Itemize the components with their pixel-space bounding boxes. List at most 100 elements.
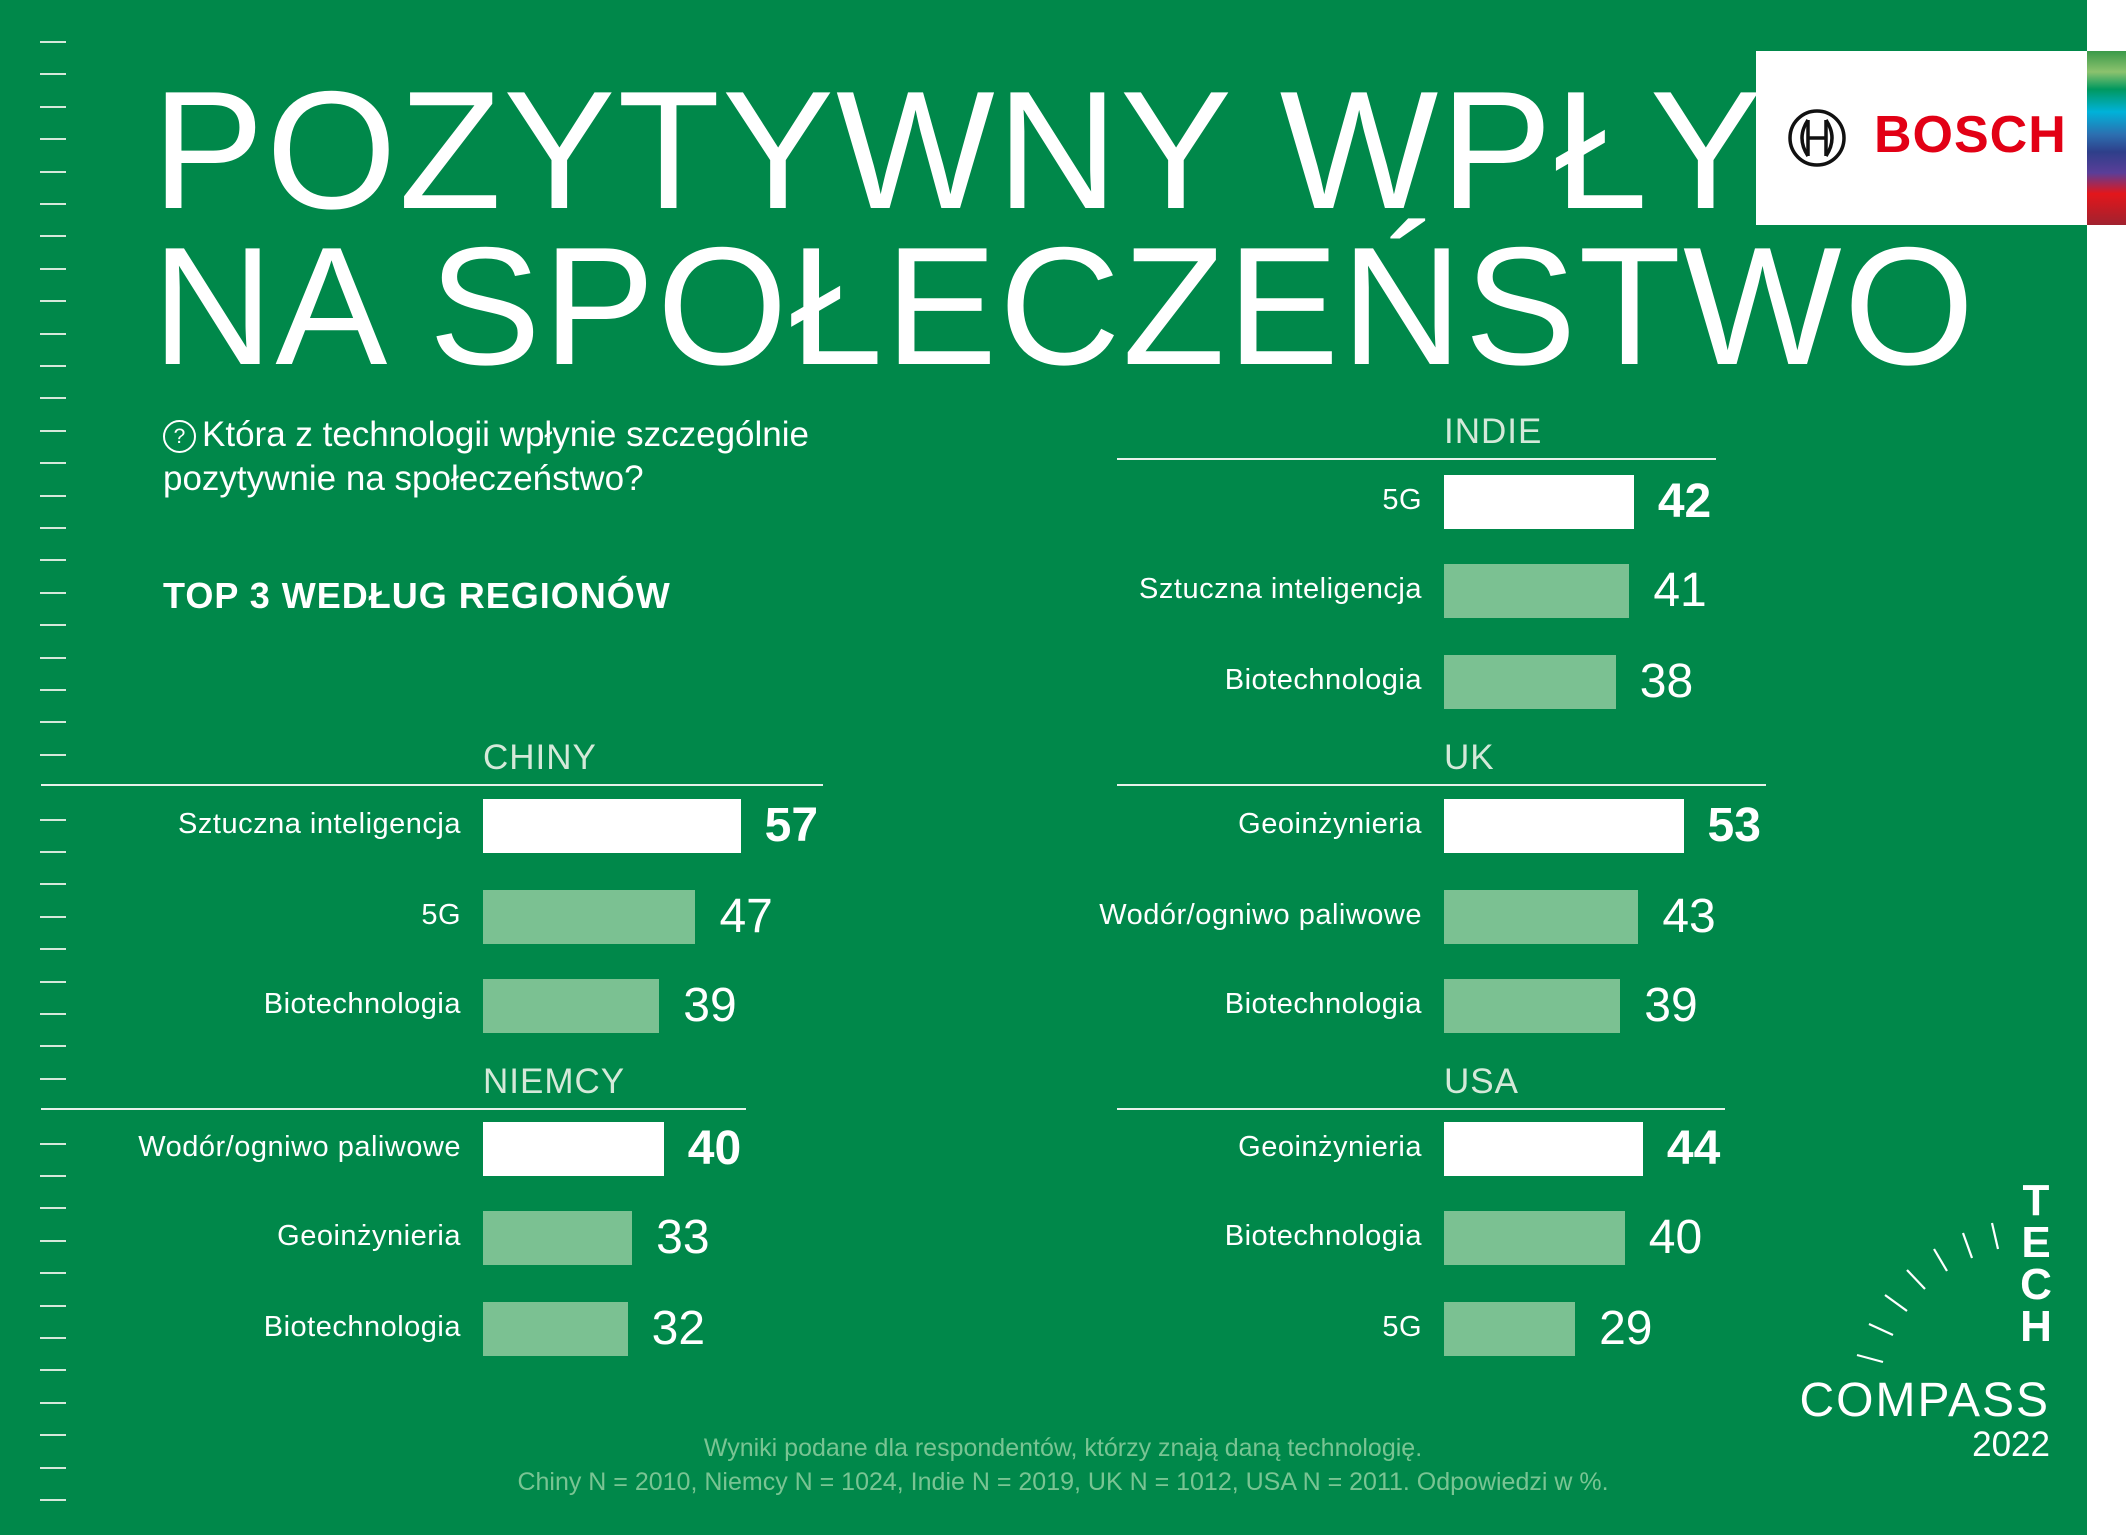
question-circle-icon: ?	[163, 420, 196, 453]
ruler-tick	[40, 527, 66, 529]
page-title-line1: POZYTYWNY WPŁYW	[152, 56, 1925, 244]
bar-label: Biotechnologia	[263, 1311, 461, 1343]
ruler-tick	[40, 267, 66, 270]
bosch-wordmark: BOSCH	[1874, 106, 2067, 164]
bar-label: Biotechnologia	[263, 988, 461, 1020]
bar-label: Biotechnologia	[1224, 988, 1422, 1020]
bar-label: 5G	[1382, 1311, 1422, 1343]
tech-letters: T E C H	[2016, 1176, 2056, 1351]
bar	[1444, 979, 1621, 1033]
region-title: UK	[1444, 738, 1495, 777]
bar-value: 39	[1644, 979, 1698, 1032]
bosch-armature-icon	[1788, 109, 1846, 167]
compass-year: 2022	[1972, 1425, 2050, 1464]
bar-label: 5G	[421, 899, 461, 931]
bar-value: 40	[1648, 1211, 1703, 1264]
color-strip	[2087, 51, 2126, 225]
ruler-tick	[40, 41, 66, 43]
bar	[1444, 799, 1684, 853]
region-title: NIEMCY	[483, 1062, 626, 1101]
ruler-tick	[40, 1045, 66, 1048]
bar	[1444, 890, 1639, 944]
compass-word: COMPASS	[1799, 1374, 2050, 1427]
ruler-tick	[40, 494, 66, 497]
region-divider	[1117, 784, 1766, 786]
ruler-tick	[40, 170, 66, 173]
bar-label: Wodór/ogniwo paliwowe	[138, 1131, 461, 1163]
question-line2: pozytywnie na społeczeństwo?	[163, 459, 644, 498]
ruler-tick	[40, 656, 66, 659]
ruler-tick	[40, 138, 66, 141]
bar-value: 47	[719, 890, 773, 943]
bar-value: 53	[1707, 799, 1761, 852]
bar	[483, 890, 696, 944]
bar-label: Wodór/ogniwo paliwowe	[1099, 899, 1422, 931]
ruler-tick	[40, 1337, 66, 1339]
ruler-tick	[40, 980, 66, 983]
region-title: USA	[1444, 1062, 1519, 1101]
ruler-tick	[40, 1077, 66, 1080]
bar-value: 39	[683, 979, 737, 1032]
ruler-tick	[40, 429, 66, 432]
region-divider	[1117, 458, 1716, 460]
ruler-tick	[40, 1466, 66, 1469]
bar	[1444, 1122, 1643, 1176]
ruler-tick	[40, 851, 66, 853]
ruler-tick	[40, 1272, 66, 1275]
ruler-tick	[40, 203, 66, 205]
bar	[483, 1122, 664, 1176]
ruler-tick	[40, 1175, 66, 1177]
region-divider	[1117, 1108, 1725, 1110]
bar-value: 40	[687, 1122, 742, 1175]
ruler-tick	[40, 624, 66, 627]
bar-value: 38	[1639, 655, 1694, 708]
bosch-logo: BOSCH	[1756, 51, 2087, 225]
bar-label: Biotechnologia	[1224, 1220, 1422, 1252]
bar-value: 29	[1599, 1302, 1653, 1355]
bar-label: Sztuczna inteligencja	[178, 808, 461, 840]
ruler-tick	[40, 818, 66, 821]
footer-sample-sizes: Chiny N = 2010, Niemcy N = 1024, Indie N…	[517, 1468, 1609, 1496]
bar	[1444, 655, 1616, 709]
bar	[483, 1211, 633, 1265]
bar-value: 57	[764, 799, 819, 852]
footer-note: Wyniki podane dla respondentów, którzy z…	[703, 1434, 1423, 1462]
ruler-tick	[40, 332, 66, 335]
ruler-tick	[40, 1401, 66, 1404]
bar-label: Sztuczna inteligencja	[1139, 573, 1422, 605]
region-divider	[41, 784, 823, 786]
ruler-tick	[40, 73, 66, 76]
bar	[1444, 475, 1634, 529]
bar-label: Geoinżynieria	[277, 1220, 461, 1252]
page-title-line2: NA SPOŁECZEŃSTWO	[152, 212, 1977, 400]
ruler-tick	[40, 591, 66, 594]
ruler-tick	[40, 397, 66, 400]
subtitle: TOP 3 WEDŁUG REGIONÓW	[163, 575, 671, 616]
bar-value: 43	[1662, 890, 1716, 943]
ruler-tick	[40, 753, 66, 756]
ruler-tick	[40, 883, 66, 886]
bar	[483, 979, 660, 1033]
ruler-tick	[40, 462, 66, 465]
ruler-tick	[40, 1304, 66, 1307]
bar-value: 41	[1653, 564, 1707, 617]
tech-e: E	[2021, 1218, 2051, 1267]
ruler-tick	[40, 300, 66, 303]
ruler-tick	[40, 915, 66, 918]
ruler-tick	[40, 1369, 66, 1372]
region-title: INDIE	[1444, 412, 1543, 451]
question: ? Która z technologii wpłynie szczególnie…	[163, 413, 809, 501]
bar-value: 44	[1666, 1122, 1721, 1175]
tech-t: T	[2022, 1176, 2050, 1225]
tech-c: C	[2020, 1260, 2052, 1309]
bar	[1444, 564, 1630, 618]
bar-value: 33	[656, 1211, 710, 1264]
ruler-tick	[40, 1142, 66, 1145]
bar-label: Biotechnologia	[1224, 664, 1422, 696]
compass-ticks-icon	[1856, 1222, 2000, 1364]
bar-label: Geoinżynieria	[1238, 808, 1422, 840]
tech-h: H	[2020, 1302, 2052, 1351]
ruler-tick	[40, 365, 66, 367]
ruler-tick	[40, 721, 66, 724]
